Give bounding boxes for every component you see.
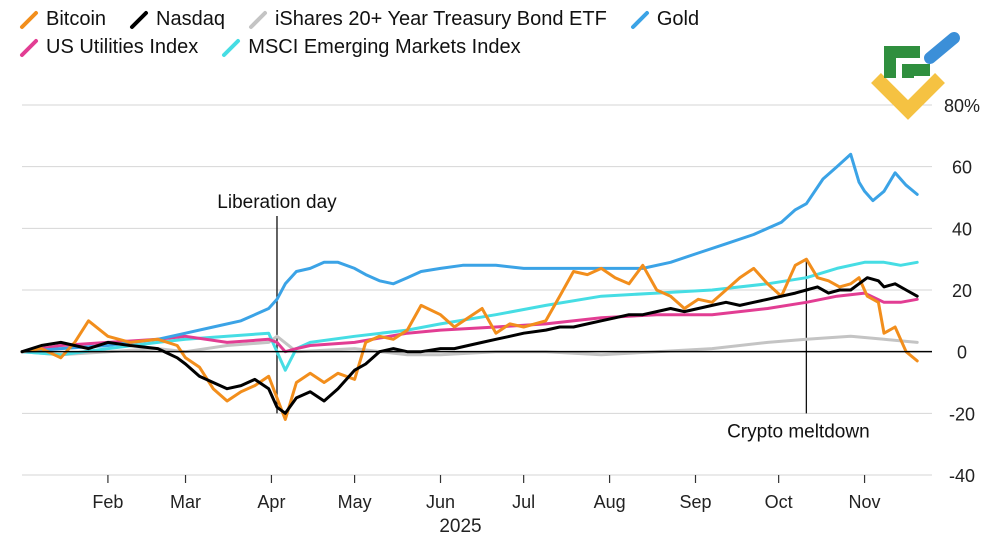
watermark-logo [871,32,960,120]
legend-swatch-bitcoin [20,11,38,29]
legend-label-nasdaq: Nasdaq [156,7,225,30]
x-tick-label: Nov [849,492,881,512]
series-line-us-utilities-index [20,291,919,354]
legend-swatch-gold [630,11,649,29]
series-line-nasdaq [20,276,919,415]
y-tick-label: -20 [949,404,975,424]
y-tick-label: 40 [952,219,972,239]
legend-label-utilities: US Utilities Index [46,35,199,58]
gridlines [22,104,932,476]
series-line-ishares-20-year-treasury-bond-etf [20,334,919,357]
y-tick-label: 80% [944,96,980,116]
series-lines [20,152,919,421]
series-line-gold [20,152,919,354]
legend-label-gold: Gold [656,7,700,30]
x-axis-label: 2025 [439,516,481,537]
y-tick-label: 20 [952,281,972,301]
legend-label-treasury: iShares 20+ Year Treasury Bond ETF [274,7,607,30]
annotation-lines [276,216,808,414]
logo-yellow-chevron [871,73,945,120]
legend-item-treasury: iShares 20+ Year Treasury Bond ETF [247,5,607,33]
annotation-label: Crypto meltdown [727,421,870,442]
legend-item-gold: Gold [629,5,699,33]
y-tick-label: -40 [949,466,975,486]
x-tick-label: Aug [594,492,626,512]
legend-item-utilities: US Utilities Index [18,33,198,61]
logo-green-bar [902,64,930,78]
x-tick-label: Apr [257,492,285,512]
legend: Bitcoin Nasdaq iShares 20+ Year Treasury… [18,5,818,61]
legend-swatch-treasury [248,11,267,29]
legend-swatch-nasdaq [130,11,149,29]
legend-label-emerging-markets: MSCI Emerging Markets Index [248,35,521,58]
x-tick-label: Feb [92,492,123,512]
y-tick-label: 60 [952,158,972,178]
x-tick-label: Sep [679,492,711,512]
legend-item-nasdaq: Nasdaq [128,5,225,33]
series-line-bitcoin [20,257,919,421]
legend-row-2: US Utilities Index MSCI Emerging Markets… [18,33,818,61]
legend-label-bitcoin: Bitcoin [46,7,107,30]
legend-swatch-utilities [20,39,38,57]
logo-blue-stroke [924,32,960,64]
legend-item-bitcoin: Bitcoin [18,5,106,33]
legend-swatch-emerging-markets [222,39,241,57]
y-axis-tick-labels: 80% 60 40 20 0 -20 -40 [944,96,980,486]
legend-item-emerging-markets: MSCI Emerging Markets Index [220,33,521,61]
x-tick-label: Jun [426,492,455,512]
annotation-labels: Liberation day Crypto meltdown [217,192,869,442]
y-tick-label: 0 [957,343,967,363]
x-axis: Feb Mar Apr May Jun Jul Aug Sep Oct Nov [92,475,881,512]
legend-row-1: Bitcoin Nasdaq iShares 20+ Year Treasury… [18,5,818,33]
annotation-label: Liberation day [217,192,337,213]
logo-green-bracket [884,46,920,78]
x-tick-label: May [338,492,372,512]
x-tick-label: Jul [512,492,535,512]
x-tick-label: Oct [765,492,793,512]
x-tick-label: Mar [170,492,201,512]
